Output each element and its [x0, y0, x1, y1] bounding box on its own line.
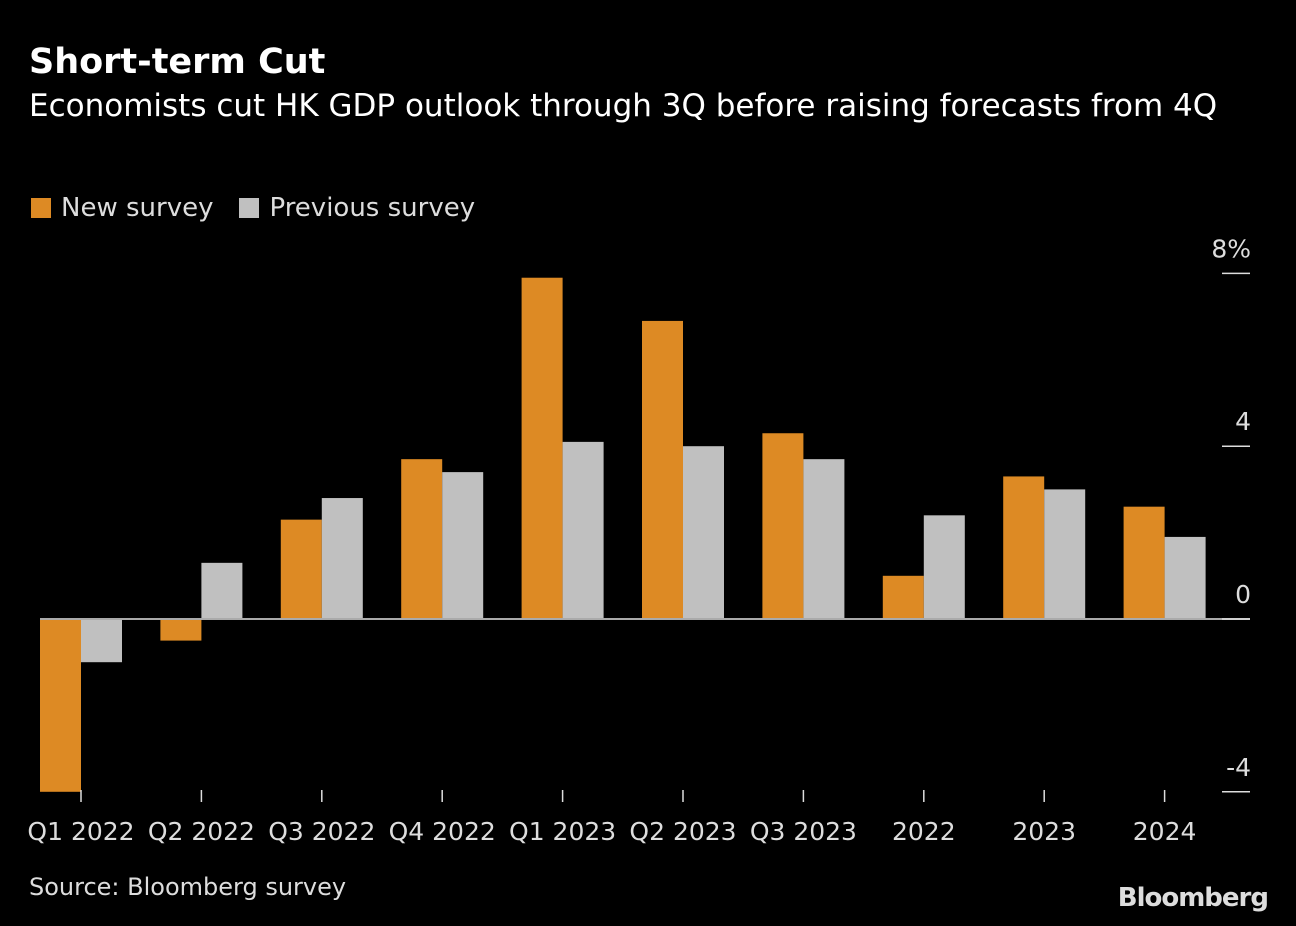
source-note: Source: Bloomberg survey	[29, 873, 347, 901]
x-tick-label-2: Q3 2022	[268, 817, 375, 846]
legend: New survey Previous survey	[31, 193, 501, 223]
bloomberg-logo: Bloomberg	[1117, 883, 1269, 913]
bar-new-4	[521, 277, 563, 619]
legend-item-previous: Previous survey	[239, 193, 475, 223]
chart-title: Short-term Cut	[29, 42, 326, 82]
legend-label-new: New survey	[61, 193, 214, 223]
bar-new-5	[642, 320, 683, 619]
x-tick-label-4: Q1 2023	[509, 817, 616, 846]
bar-previous-5	[683, 446, 724, 619]
bar-previous-3	[442, 472, 484, 619]
x-tick-label-9: 2024	[1133, 817, 1197, 846]
legend-item-new: New survey	[31, 193, 213, 223]
bar-previous-6	[803, 459, 845, 619]
y-tick-label-1: 4	[1235, 407, 1251, 436]
bar-new-6	[762, 433, 804, 619]
x-tick-label-5: Q2 2023	[629, 817, 736, 846]
x-tick-label-7: 2022	[892, 817, 956, 846]
bar-previous-9	[1164, 536, 1206, 619]
bar-new-7	[882, 575, 924, 619]
bar-new-3	[401, 459, 443, 619]
bar-previous-7	[923, 515, 965, 619]
bar-new-1	[160, 619, 202, 641]
bar-new-8	[1003, 476, 1045, 619]
legend-swatch-new	[31, 198, 51, 218]
y-tick-label-2: 0	[1235, 580, 1251, 609]
bar-new-2	[280, 519, 322, 619]
y-tick-label-0: 8%	[1211, 234, 1251, 263]
bar-previous-8	[1044, 489, 1086, 619]
bar-new-0	[40, 619, 81, 792]
bar-previous-2	[321, 498, 363, 619]
x-tick-label-1: Q2 2022	[148, 817, 255, 846]
y-tick-label-3: -4	[1226, 753, 1251, 782]
x-tick-label-0: Q1 2022	[27, 817, 134, 846]
x-tick-label-8: 2023	[1012, 817, 1076, 846]
bar-previous-0	[81, 619, 122, 663]
bar-previous-4	[562, 441, 604, 619]
chart-subtitle: Economists cut HK GDP outlook through 3Q…	[29, 88, 1218, 124]
bar-new-9	[1123, 506, 1165, 619]
legend-label-previous: Previous survey	[269, 193, 476, 223]
bar-previous-1	[201, 562, 243, 619]
legend-swatch-previous	[239, 198, 260, 218]
x-tick-label-6: Q3 2023	[750, 817, 857, 846]
x-tick-label-3: Q4 2022	[389, 817, 496, 846]
